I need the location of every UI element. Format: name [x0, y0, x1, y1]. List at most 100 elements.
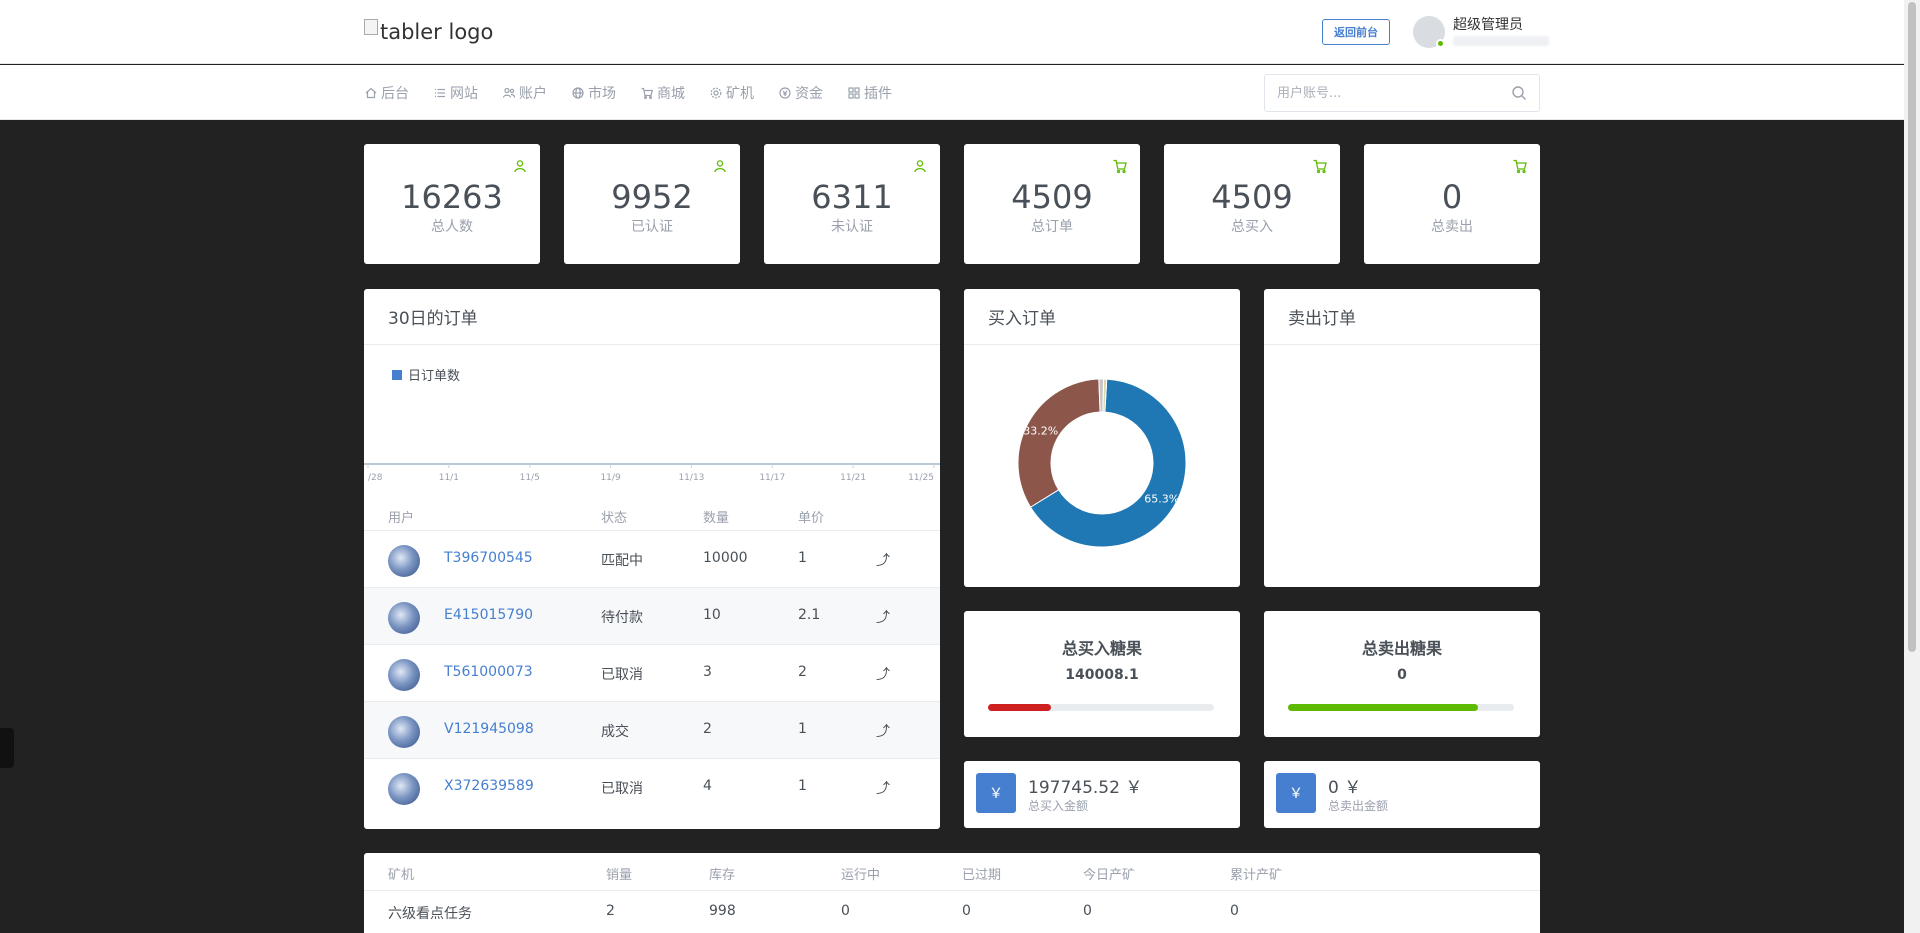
buy-orders-title: 买入订单: [964, 289, 1240, 345]
stat-value: 6311: [811, 178, 893, 216]
donut-slice[interactable]: [1029, 378, 1187, 548]
table-row: 六级看点任务 2 998 0 0 0 0: [364, 891, 1540, 933]
total-buy-candy-value: 140008.1: [1065, 667, 1139, 683]
stat-label: 未认证: [831, 219, 873, 235]
nav-item-1[interactable]: 网站: [433, 83, 478, 103]
total-buy-candy-title: 总买入糖果: [1061, 639, 1142, 658]
miners-col-header: 今日产矿: [1083, 868, 1136, 883]
nav-item-5[interactable]: 矿机: [709, 83, 754, 103]
share-icon[interactable]: ⤴: [876, 724, 890, 740]
share-icon[interactable]: ⤴: [876, 610, 890, 626]
x-tick-label: /28: [368, 473, 383, 483]
row-user[interactable]: T561000073: [444, 664, 533, 680]
row-qty: 2: [703, 721, 712, 737]
x-tick-label: 11/5: [520, 473, 540, 483]
user-name[interactable]: 超级管理员: [1453, 17, 1523, 33]
donut-slice[interactable]: [1017, 378, 1101, 508]
donut-slice-label: 33.2%: [1023, 424, 1058, 437]
search-input[interactable]: [1265, 75, 1495, 111]
globe-icon: [572, 86, 584, 99]
sell-orders-card: 卖出订单: [1264, 289, 1540, 587]
miners-col-header: 矿机: [388, 868, 415, 883]
table-row: X372639589 已取消 4 1 ⤴: [364, 759, 940, 816]
total-sell-candy-title: 总卖出糖果: [1361, 639, 1442, 658]
row-user[interactable]: T396700545: [444, 550, 533, 566]
coin-icon: [779, 86, 791, 99]
broken-image-icon: [364, 19, 378, 35]
legend-label: 日订单数: [408, 369, 461, 384]
total-buy-amount-value: 197745.52 ￥: [1028, 778, 1143, 798]
share-icon[interactable]: ⤴: [876, 667, 890, 683]
miners-cell: 六级看点任务: [388, 906, 472, 922]
row-status: 已取消: [601, 781, 643, 797]
miners-cell: 0: [1230, 903, 1239, 919]
miners-table-card: 矿机 销量 库存 运行中 已过期 今日产矿 累计产矿 六级看点任务 2 998 0 0 0 0: [364, 853, 1540, 933]
table-row: T396700545 匹配中 10000 1 ⤴: [364, 531, 940, 588]
share-icon[interactable]: ⤴: [876, 781, 890, 797]
side-widget[interactable]: [0, 728, 14, 768]
stat-value: 4509: [1211, 178, 1293, 216]
row-user[interactable]: E415015790: [444, 607, 534, 623]
grid-icon: [848, 86, 860, 99]
miners-table-header: 矿机 销量 库存 运行中 已过期 今日产矿 累计产矿: [364, 853, 1540, 891]
x-tick-label: 11/13: [678, 473, 704, 483]
col-qty: 数量: [703, 511, 730, 526]
stat-label: 已认证: [631, 219, 673, 235]
stat-label: 总买入: [1231, 219, 1273, 235]
total-sell-candy-progress-fill: [1288, 704, 1478, 711]
stat-value: 0: [1441, 178, 1463, 216]
col-status: 状态: [601, 511, 628, 526]
stat-label: 总卖出: [1431, 219, 1473, 235]
nav-items: 后台 网站 账户 市场 商城 矿机 资金 插件: [364, 65, 892, 120]
stat-card: 4509 总订单: [964, 144, 1140, 264]
row-user[interactable]: X372639589: [444, 778, 534, 794]
miners-col-header: 累计产矿: [1230, 868, 1283, 883]
col-price: 单价: [798, 511, 825, 526]
user-subtitle-blurred: [1453, 36, 1549, 46]
page-scrollbar[interactable]: [1904, 0, 1920, 933]
stat-value: 16263: [401, 178, 503, 216]
back-to-front-button[interactable]: 返回前台: [1322, 19, 1390, 45]
buy-orders-card: 买入订单 65.3% 33.2%: [964, 289, 1240, 587]
user-icon: [914, 160, 926, 173]
avatar: [388, 716, 420, 748]
nav-item-0[interactable]: 后台: [364, 83, 409, 103]
nav-item-label: 矿机: [726, 85, 754, 102]
stat-value: 4509: [1011, 178, 1093, 216]
chart-legend: 日订单数: [392, 365, 460, 384]
row-qty: 10: [703, 607, 721, 623]
nav-item-7[interactable]: 插件: [847, 83, 892, 103]
currency-icon: ￥: [976, 773, 1016, 813]
total-sell-amount-value: 0 ￥: [1328, 778, 1362, 798]
share-icon[interactable]: ⤴: [876, 553, 890, 569]
donut-slice[interactable]: [1102, 378, 1108, 413]
row-status: 已取消: [601, 667, 643, 683]
nav-item-4[interactable]: 商城: [640, 83, 685, 103]
miners-cell: 0: [841, 903, 850, 919]
nav-item-2[interactable]: 账户: [502, 83, 547, 103]
row-price: 1: [798, 550, 807, 566]
search-icon[interactable]: [1511, 85, 1527, 101]
scrollbar-thumb[interactable]: [1908, 2, 1916, 652]
stat-card: 16263 总人数: [364, 144, 540, 264]
settings-icon: [710, 87, 722, 98]
sell-orders-title: 卖出订单: [1264, 289, 1540, 345]
row-user[interactable]: V121945098: [444, 721, 534, 737]
nav-item-3[interactable]: 市场: [571, 83, 616, 103]
nav-item-6[interactable]: 资金: [778, 83, 823, 103]
main-nav: 后台 网站 账户 市场 商城 矿机 资金 插件: [0, 65, 1904, 120]
search-box: [1264, 74, 1540, 112]
x-tick-label: 11/17: [759, 473, 785, 483]
avatar[interactable]: [1413, 16, 1445, 48]
online-status-dot: [1436, 39, 1445, 48]
avatar: [388, 773, 420, 805]
row-qty: 4: [703, 778, 712, 794]
x-tick-label: 11/25: [908, 473, 934, 483]
total-buy-candy-card: 总买入糖果 140008.1: [964, 611, 1240, 737]
logo[interactable]: tabler logo: [364, 16, 493, 48]
logo-alt-text: tabler logo: [380, 20, 494, 44]
stat-label: 总人数: [431, 219, 473, 235]
list-icon: [435, 88, 445, 97]
row-status: 待付款: [601, 610, 643, 626]
miners-cell: 0: [1083, 903, 1092, 919]
